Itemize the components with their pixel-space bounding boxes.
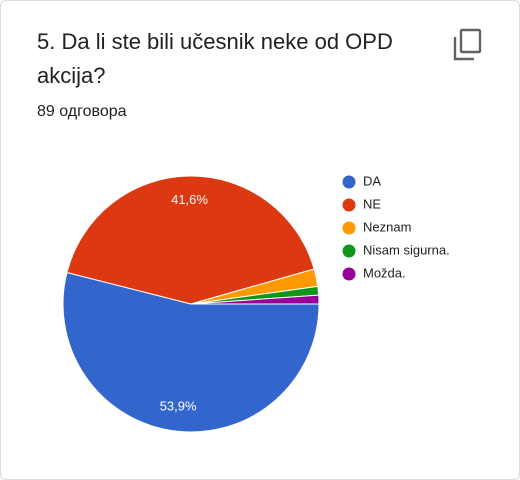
legend-label: Možda. xyxy=(363,265,406,280)
question-title: 5. Da li ste bili učesnik neke od OPD ak… xyxy=(37,29,393,88)
legend-swatch xyxy=(342,267,356,281)
legend-swatch xyxy=(342,221,356,235)
legend-label: Neznam xyxy=(363,219,411,234)
legend-swatch xyxy=(342,198,356,212)
slice-label: 41,6% xyxy=(171,192,208,207)
legend-label: DA xyxy=(363,173,381,188)
legend-swatch xyxy=(342,175,356,189)
slice-label: 53,9% xyxy=(160,398,197,413)
response-count: 89 одговора xyxy=(37,103,127,120)
legend-swatch xyxy=(342,244,356,258)
legend-label: Nisam sigurna. xyxy=(363,242,450,257)
copy-icon[interactable] xyxy=(453,28,482,61)
legend-label: NE xyxy=(363,196,381,211)
pie-slice xyxy=(66,175,315,305)
pie-slice xyxy=(62,271,320,433)
pie-slice xyxy=(190,294,320,305)
